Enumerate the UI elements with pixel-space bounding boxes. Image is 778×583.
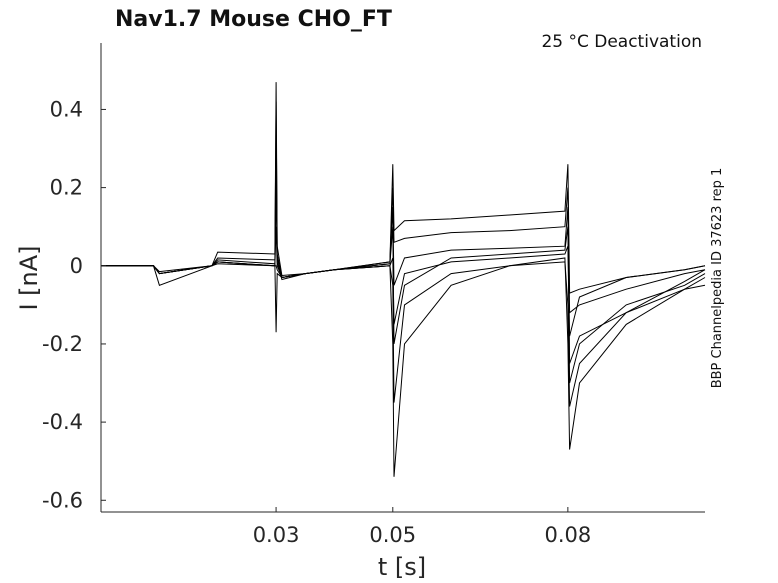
x-tick-label: 0.05: [369, 523, 416, 547]
y-tick-label: 0.2: [50, 176, 83, 200]
y-tick-label: -0.6: [42, 488, 83, 512]
chart-title: Nav1.7 Mouse CHO_FT: [115, 7, 392, 32]
trace-3: [101, 148, 706, 364]
trace-4: [101, 187, 706, 384]
y-tick-label: 0: [70, 254, 83, 278]
trace-2: [101, 101, 706, 314]
x-axis-label: t [s]: [378, 553, 426, 581]
y-tick-label: -0.2: [42, 332, 83, 356]
y-tick-label: -0.4: [42, 410, 83, 434]
x-tick-label: 0.08: [544, 523, 591, 547]
trace-5: [101, 226, 706, 407]
y-ticks: 0.4 0.2 0 -0.2 -0.4 -0.6: [42, 97, 106, 512]
y-axis-label: I [nA]: [15, 245, 43, 310]
side-note: BBP Channelpedia ID 37623 rep 1: [710, 168, 725, 389]
x-ticks: 0.03 0.05 0.08: [253, 507, 591, 547]
traces: [101, 82, 706, 477]
y-tick-label: 0.4: [50, 97, 83, 121]
trace-7: [101, 246, 706, 337]
trace-6: [101, 257, 706, 477]
x-tick-label: 0.03: [253, 523, 300, 547]
chart-subtitle: 25 °C Deactivation: [541, 32, 702, 52]
